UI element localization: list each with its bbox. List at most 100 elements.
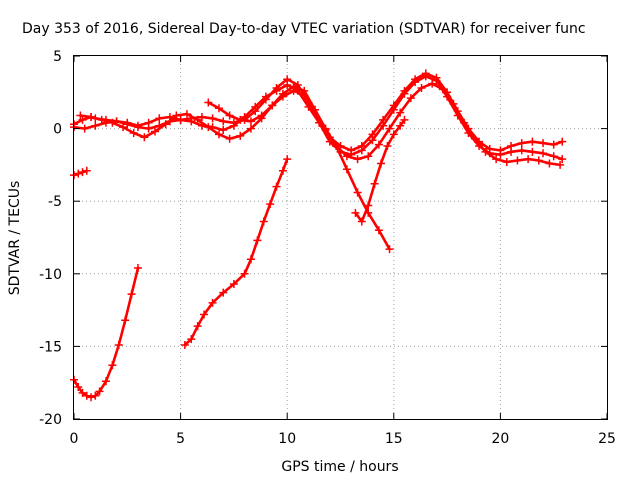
data-point (101, 377, 110, 386)
data-point (193, 115, 202, 124)
data-point (321, 124, 330, 133)
data-point (257, 111, 266, 120)
y-tick-label: -5 (48, 194, 62, 210)
data-point (347, 146, 356, 155)
data-point (400, 86, 409, 95)
data-point (172, 111, 181, 120)
series-layer (70, 69, 567, 402)
tick-layer: 0 5 10 15 20 25 5 0 -5 -10 -15 -20 (39, 49, 616, 447)
data-point (300, 91, 309, 100)
data-point (283, 155, 292, 164)
series-track-6 (70, 263, 142, 402)
data-point (438, 85, 447, 94)
data-point (272, 83, 281, 92)
data-point (180, 340, 189, 349)
data-point (193, 322, 202, 331)
series-line (183, 157, 289, 347)
data-point (385, 124, 394, 133)
data-point (357, 217, 366, 226)
data-point (528, 147, 537, 156)
x-tick-label: 5 (176, 431, 185, 447)
data-point (278, 92, 287, 101)
data-point (558, 155, 567, 164)
data-point (556, 160, 565, 169)
data-point (251, 107, 260, 116)
data-point (246, 117, 255, 126)
data-point (332, 142, 341, 151)
data-point (428, 79, 437, 88)
data-point (214, 130, 223, 139)
data-point (246, 255, 255, 264)
data-point (204, 98, 213, 107)
data-point (374, 140, 383, 149)
data-point (229, 279, 238, 288)
data-point (236, 115, 245, 124)
data-point (342, 165, 351, 174)
data-point (246, 124, 255, 133)
data-point (78, 388, 87, 397)
data-point (379, 115, 388, 124)
data-point (283, 75, 292, 84)
data-point (485, 144, 494, 153)
data-point (411, 75, 420, 84)
x-tick-label: 10 (278, 431, 296, 447)
data-point (421, 69, 430, 78)
data-point (502, 157, 511, 166)
data-point (528, 137, 537, 146)
data-point (176, 115, 185, 124)
data-point (240, 269, 249, 278)
data-point (204, 123, 213, 132)
data-point (87, 393, 96, 402)
data-point (74, 383, 83, 392)
data-point (108, 361, 117, 370)
data-point (123, 120, 132, 129)
data-point (82, 391, 91, 400)
series-track-4 (204, 86, 394, 254)
data-point (268, 101, 277, 110)
data-point (108, 118, 117, 127)
data-point (353, 155, 362, 164)
data-point (460, 118, 469, 127)
series-track-5 (351, 115, 409, 226)
data-point (219, 117, 228, 126)
data-point (342, 152, 351, 161)
data-point (545, 159, 554, 168)
data-point (129, 128, 138, 137)
data-point (278, 166, 287, 175)
chart-title: Day 353 of 2016, Sidereal Day-to-day VTE… (22, 21, 586, 37)
x-tick-label: 20 (491, 431, 509, 447)
data-point (385, 245, 394, 254)
data-point (534, 156, 543, 165)
data-point (377, 159, 386, 168)
data-point (229, 118, 238, 127)
data-point (496, 146, 505, 155)
data-point (507, 142, 516, 151)
data-point (214, 104, 223, 113)
data-point (225, 111, 234, 120)
data-point (91, 121, 100, 130)
data-point (374, 226, 383, 235)
y-tick-label: 5 (53, 49, 62, 65)
data-point (259, 217, 268, 226)
data-point (208, 298, 217, 307)
data-point (140, 133, 149, 142)
data-point (119, 123, 128, 132)
series-track-2 (70, 69, 567, 155)
data-point (219, 288, 228, 297)
data-point (383, 142, 392, 151)
data-point (74, 169, 83, 178)
data-point (200, 310, 209, 319)
data-point (78, 168, 87, 177)
data-point (364, 201, 373, 210)
data-point (87, 112, 96, 121)
data-point (539, 139, 548, 148)
data-point (470, 134, 479, 143)
data-point (549, 152, 558, 161)
data-point (121, 316, 130, 325)
data-point (289, 86, 298, 95)
data-point (272, 182, 281, 191)
data-point (78, 115, 87, 124)
data-point (513, 156, 522, 165)
series-track-7 (180, 155, 292, 349)
y-tick-label: -10 (39, 267, 62, 283)
